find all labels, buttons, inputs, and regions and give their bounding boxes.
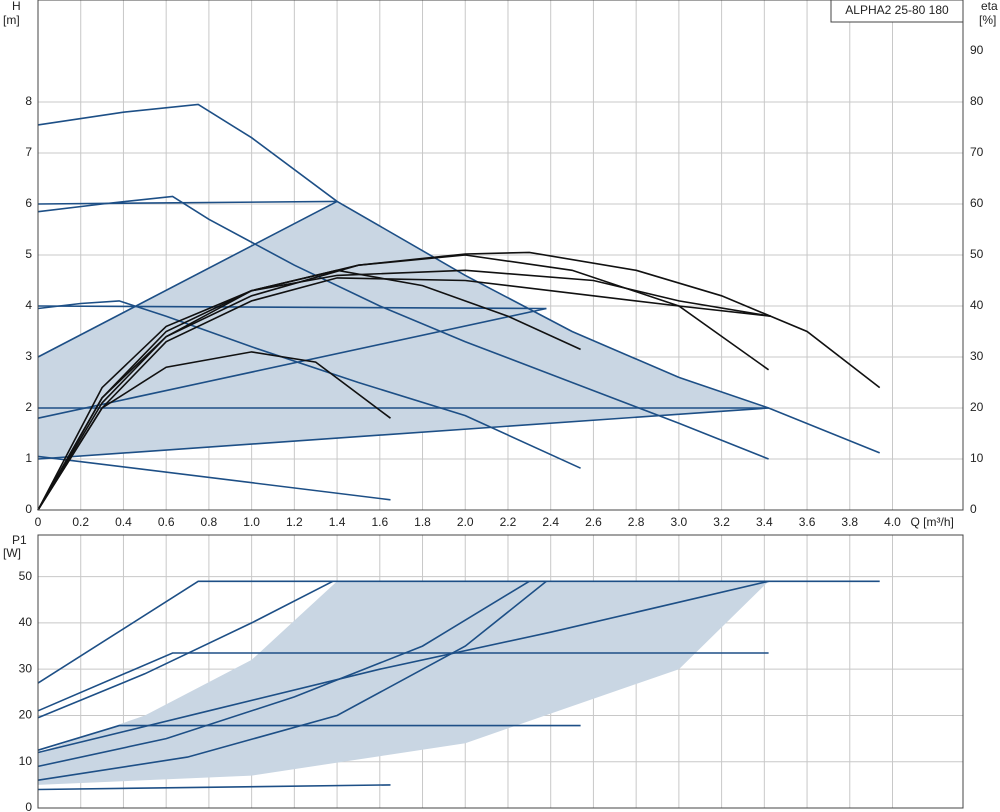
x-tick-label: 1.0 (243, 515, 260, 529)
y-tick-label: 8 (25, 94, 32, 108)
x-tick-label: 3.6 (799, 515, 816, 529)
y2-tick-label: 90 (970, 43, 984, 57)
x-tick-label: 4.0 (884, 515, 901, 529)
x-tick-label: 2.6 (585, 515, 602, 529)
y-tick-label: 2 (25, 400, 32, 414)
x-tick-label: 0.4 (115, 515, 132, 529)
y-tick-label: 50 (19, 569, 33, 583)
x-tick-label: 3.4 (756, 515, 773, 529)
y-tick-label: 10 (19, 754, 33, 768)
curve (37, 580, 334, 719)
plot-frame (37, 0, 964, 511)
curve (37, 254, 770, 511)
curve (37, 351, 391, 511)
x-tick-label: 2.2 (500, 515, 517, 529)
x-tick-label: 3.2 (713, 515, 730, 529)
curve (37, 200, 338, 205)
y-axis-unit: [m] (3, 13, 20, 27)
x-tick-label: 3.8 (841, 515, 858, 529)
y2-axis-label: eta (981, 0, 998, 13)
curve (37, 652, 769, 712)
curve (37, 251, 881, 511)
curve (37, 195, 769, 460)
curve (37, 269, 771, 511)
x-axis-label: Q [m³/h] (911, 515, 954, 529)
title-box (830, 0, 964, 23)
x-tick-label: 3.0 (671, 515, 688, 529)
x-tick-label: 0 (35, 515, 42, 529)
chart-title: ALPHA2 25-80 180 (845, 3, 949, 17)
x-tick-label: 1.4 (329, 515, 346, 529)
x-tick-label: 1.6 (371, 515, 388, 529)
y2-tick-label: 0 (970, 502, 977, 516)
x-tick-label: 0.2 (72, 515, 89, 529)
y-axis-unit: [W] (3, 546, 21, 560)
y-tick-label: 20 (19, 708, 33, 722)
y2-tick-label: 70 (970, 145, 984, 159)
curve (37, 305, 547, 310)
y-tick-label: 4 (25, 298, 32, 312)
curve (37, 724, 581, 751)
curve (37, 784, 391, 791)
y2-tick-label: 20 (970, 400, 984, 414)
y-tick-label: 40 (19, 615, 33, 629)
curve (37, 580, 880, 684)
curve (37, 455, 391, 501)
x-tick-label: 2.8 (628, 515, 645, 529)
x-tick-label: 2.0 (457, 515, 474, 529)
y-tick-label: 30 (19, 661, 33, 675)
y2-tick-label: 40 (970, 298, 984, 312)
y-tick-label: 0 (25, 800, 32, 812)
y2-axis-unit: [%] (979, 13, 996, 27)
curve (37, 307, 547, 419)
y-tick-label: 7 (25, 145, 32, 159)
x-tick-label: 2.4 (542, 515, 559, 529)
curve (37, 580, 769, 754)
y2-tick-label: 10 (970, 451, 984, 465)
curve (37, 103, 880, 454)
y-axis-label: P1 (12, 533, 27, 547)
area (38, 201, 769, 459)
curve (37, 200, 338, 358)
y-axis-label: H (12, 0, 21, 13)
x-tick-label: 0.8 (201, 515, 218, 529)
area (38, 581, 769, 785)
x-tick-label: 0.6 (158, 515, 175, 529)
x-tick-label: 1.8 (414, 515, 431, 529)
y2-tick-label: 80 (970, 94, 984, 108)
curve (37, 580, 547, 781)
curve (37, 407, 769, 460)
y2-tick-label: 60 (970, 196, 984, 210)
x-tick-label: 1.2 (286, 515, 303, 529)
curve (37, 300, 581, 469)
y-tick-label: 5 (25, 247, 32, 261)
y2-tick-label: 50 (970, 247, 984, 261)
y-tick-label: 1 (25, 451, 32, 465)
y2-tick-label: 30 (970, 349, 984, 363)
y-tick-label: 6 (25, 196, 32, 210)
y-tick-label: 0 (25, 502, 32, 516)
y-tick-label: 3 (25, 349, 32, 363)
curve (37, 277, 771, 511)
plot-frame (37, 534, 964, 809)
curve (37, 580, 530, 768)
